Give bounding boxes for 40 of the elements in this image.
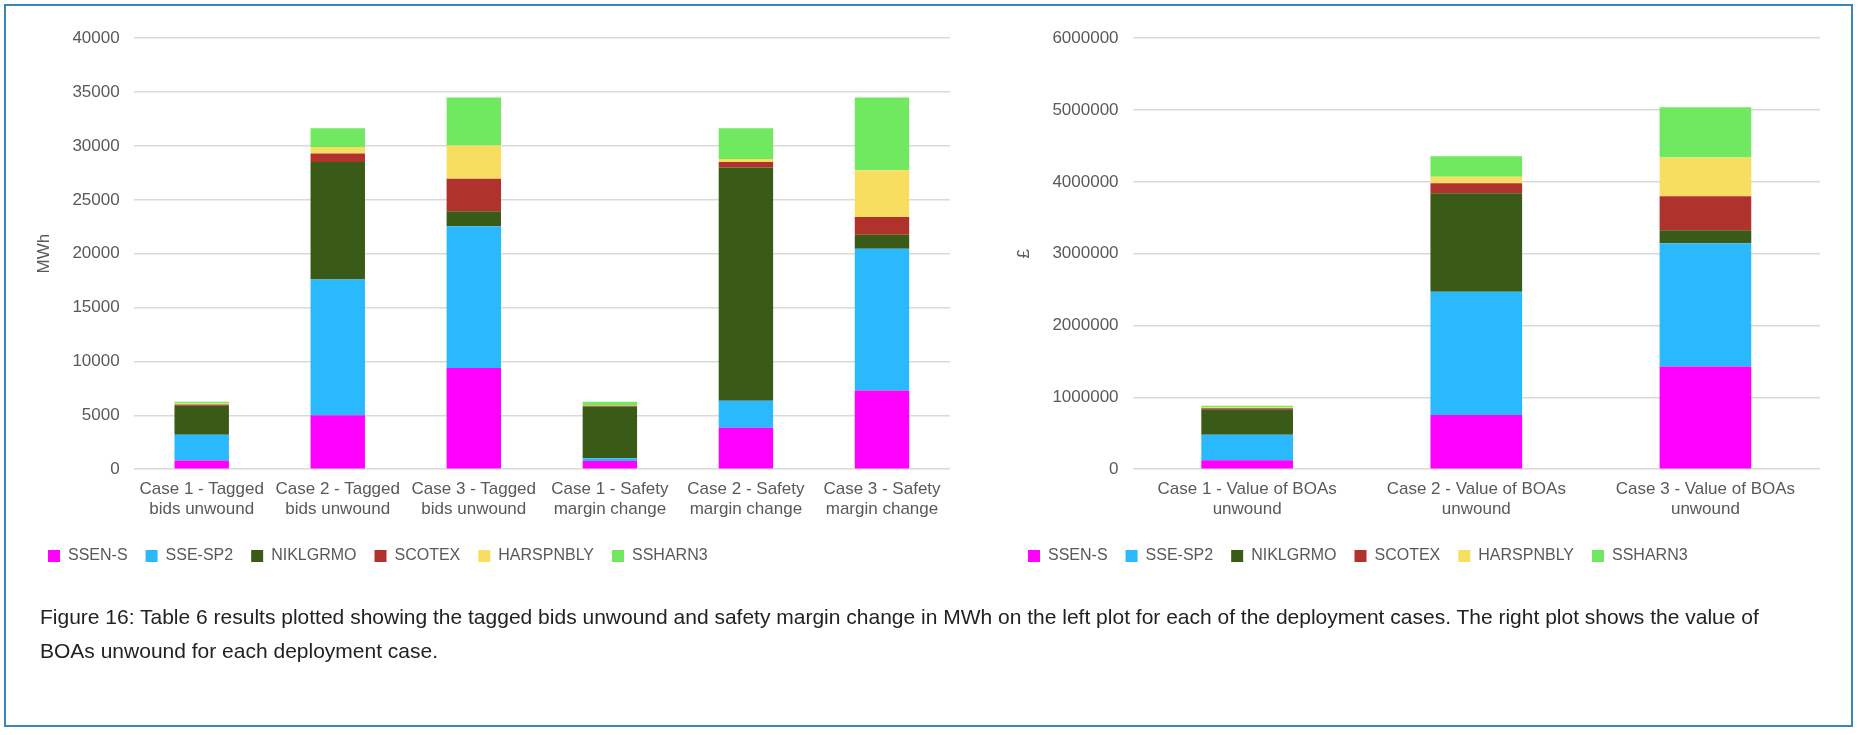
legend-label: SSEN-S <box>1048 546 1108 564</box>
y-tick-label: 20000 <box>72 243 120 263</box>
x-tick-label: Case 2 - Value of BOAs unwound <box>1386 479 1566 519</box>
y-tick-label: 1000000 <box>1052 387 1119 407</box>
y-tick-label: 5000 <box>81 405 120 425</box>
legend-label: SCOTEX <box>394 546 461 564</box>
x-tick-label: Case 1 - Value of BOAs unwound <box>1157 479 1337 519</box>
y-axis-title: MWh <box>33 233 53 274</box>
y-tick-label: 0 <box>1109 458 1119 478</box>
y-axis-title: £ <box>1013 248 1033 259</box>
legend-label: SSHARN3 <box>632 546 708 564</box>
x-tick-label: Case 3 - Safety margin change <box>823 479 942 519</box>
y-tick-label: 25000 <box>72 189 120 209</box>
legend-label: NIKLGRMO <box>271 546 357 564</box>
legend-label: SSE-SP2 <box>1145 546 1214 564</box>
x-tick-label: Case 1 - Tagged bids unwound <box>139 479 264 519</box>
legend-label: SCOTEX <box>1374 546 1441 564</box>
legend-label: HARSPNBLY <box>1478 546 1575 564</box>
legend-label: HARSPNBLY <box>498 546 595 564</box>
y-tick-label: 2000000 <box>1052 315 1119 335</box>
y-tick-label: 5000000 <box>1052 99 1119 119</box>
x-tick-label: Case 3 - Value of BOAs unwound <box>1615 479 1796 519</box>
x-tick-label: Case 1 - Safety margin change <box>551 479 669 519</box>
y-tick-label: 4000000 <box>1052 171 1119 191</box>
legend-label: SSE-SP2 <box>165 546 234 564</box>
legend-label: SSHARN3 <box>1612 546 1688 564</box>
legend-label: SSEN-S <box>68 546 128 564</box>
x-tick-label: Case 2 - Tagged bids unwound <box>275 479 400 519</box>
x-tick-label: Case 3 - Tagged bids unwound <box>411 479 537 519</box>
y-tick-label: 0 <box>110 458 120 478</box>
x-tick-label: Case 2 - Safety margin change <box>687 479 805 519</box>
legend-label: NIKLGRMO <box>1251 546 1337 564</box>
y-tick-label: 15000 <box>72 297 120 317</box>
y-tick-label: 10000 <box>72 351 120 371</box>
y-tick-label: 3000000 <box>1052 243 1119 263</box>
y-tick-label: 35000 <box>72 81 120 101</box>
y-tick-label: 40000 <box>72 27 120 47</box>
y-tick-label: 30000 <box>72 135 120 155</box>
y-tick-label: 6000000 <box>1052 27 1119 47</box>
caption: Figure 16: Table 6 results plotted showing the tagged bids unwound and safety margin change in MWh on the left plot for each of the deployment cases. The right plot shows the value of BOAs unwound for each deployment case. <box>40 604 1760 664</box>
